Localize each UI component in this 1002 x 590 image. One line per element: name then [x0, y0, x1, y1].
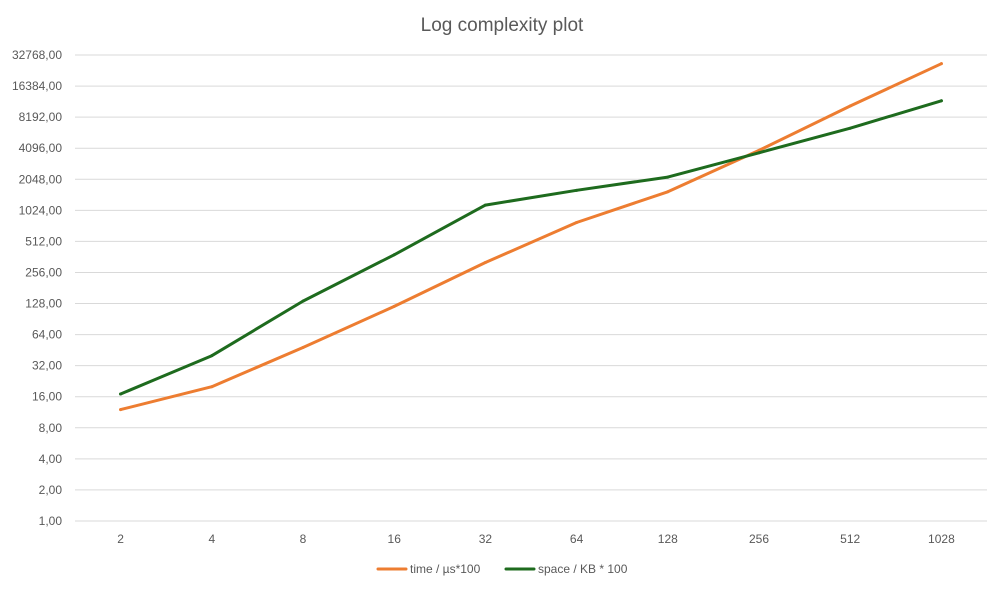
x-axis-ticks: 2 4 8 16 32 64 128 256 512 1028 [117, 532, 955, 546]
y-tick-label: 32768,00 [12, 48, 62, 62]
data-point [575, 188, 579, 192]
data-point [119, 392, 123, 396]
data-point [210, 354, 214, 358]
legend-label: time / µs*100 [410, 562, 481, 576]
y-tick-label: 2,00 [39, 483, 63, 497]
y-tick-label: 4096,00 [19, 141, 63, 155]
data-point [939, 99, 943, 103]
y-tick-label: 16,00 [32, 390, 62, 404]
data-point [210, 385, 214, 389]
data-point [757, 151, 761, 155]
data-point [392, 253, 396, 257]
y-tick-label: 512,00 [25, 234, 62, 248]
x-tick-label: 512 [840, 532, 860, 546]
data-point [119, 408, 123, 412]
data-point [301, 345, 305, 349]
y-axis-ticks: 1,00 2,00 4,00 8,00 16,00 32,00 64,00 128,00 256… [12, 48, 62, 528]
data-point [666, 175, 670, 179]
data-point [483, 203, 487, 207]
x-tick-label: 16 [388, 532, 402, 546]
data-point [848, 104, 852, 108]
y-tick-label: 2048,00 [19, 172, 63, 186]
data-point [575, 221, 579, 225]
legend: time / µs*100 space / KB * 100 [376, 562, 628, 576]
data-point [483, 260, 487, 264]
data-point [666, 190, 670, 194]
y-tick-label: 8192,00 [19, 110, 63, 124]
x-tick-label: 64 [570, 532, 584, 546]
legend-item: space / KB * 100 [504, 562, 628, 576]
x-tick-label: 8 [300, 532, 307, 546]
series-space [119, 99, 943, 396]
legend-label: space / KB * 100 [538, 562, 628, 576]
data-point [301, 299, 305, 303]
y-tick-label: 16384,00 [12, 79, 62, 93]
grid-layer [75, 54, 987, 522]
series-line [119, 99, 943, 396]
x-tick-label: 1028 [928, 532, 955, 546]
y-tick-label: 1024,00 [19, 203, 63, 217]
y-tick-label: 4,00 [39, 452, 63, 466]
chart-title: Log complexity plot [421, 15, 584, 36]
series-layer [119, 62, 943, 412]
series-time [119, 62, 943, 412]
x-tick-label: 32 [479, 532, 493, 546]
y-tick-label: 256,00 [25, 265, 62, 279]
y-tick-label: 128,00 [25, 297, 62, 311]
data-point [848, 126, 852, 130]
x-tick-label: 2 [117, 532, 124, 546]
data-point [939, 62, 943, 66]
legend-item: time / µs*100 [376, 562, 481, 576]
y-tick-label: 32,00 [32, 359, 62, 373]
y-tick-label: 64,00 [32, 328, 62, 342]
x-tick-label: 128 [658, 532, 678, 546]
x-tick-label: 4 [208, 532, 215, 546]
data-point [392, 304, 396, 308]
y-tick-label: 1,00 [39, 514, 63, 528]
x-tick-label: 256 [749, 532, 769, 546]
y-tick-label: 8,00 [39, 421, 63, 435]
series-line [119, 62, 943, 412]
